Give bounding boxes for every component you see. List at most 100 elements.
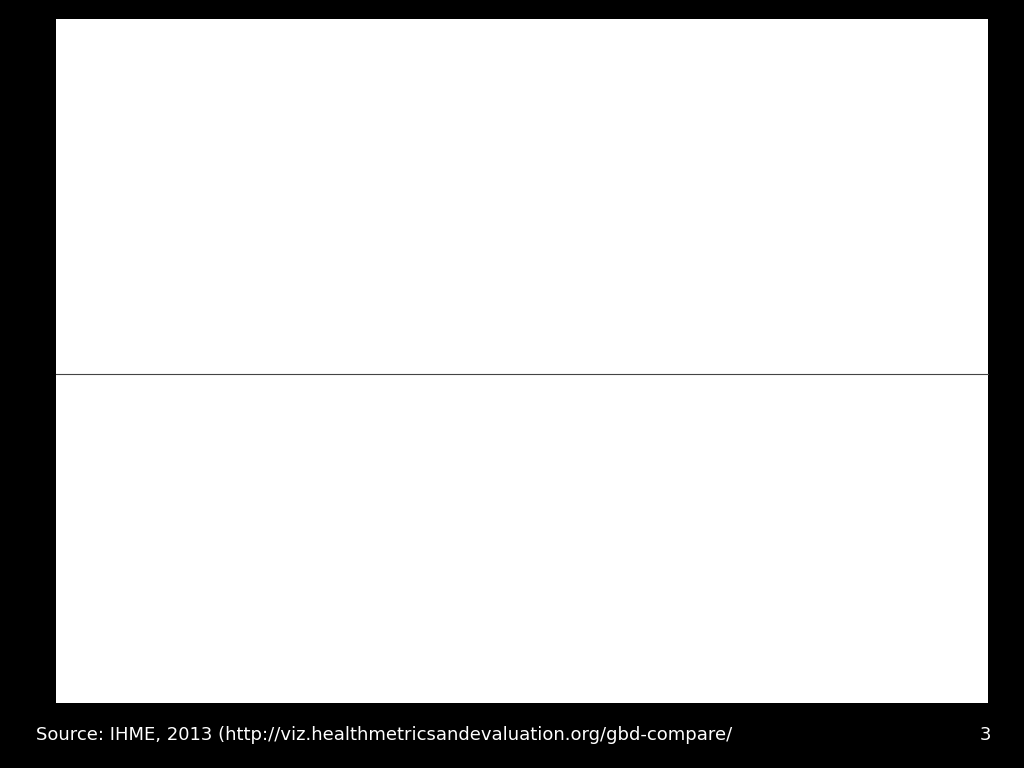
- FancyBboxPatch shape: [257, 511, 312, 524]
- Text: Schizo: Schizo: [432, 497, 468, 507]
- FancyBboxPatch shape: [257, 545, 415, 559]
- Text: Hearing: Hearing: [476, 584, 520, 594]
- Text: Disaster: Disaster: [840, 591, 918, 608]
- Text: Stroke: Stroke: [121, 527, 193, 546]
- Text: 0%: 0%: [963, 515, 978, 525]
- FancyBboxPatch shape: [685, 569, 769, 610]
- Text: Oth Musculo: Oth Musculo: [468, 528, 528, 538]
- FancyBboxPatch shape: [657, 653, 685, 678]
- FancyBboxPatch shape: [769, 569, 988, 630]
- FancyBboxPatch shape: [546, 576, 615, 601]
- FancyBboxPatch shape: [451, 519, 546, 545]
- Text: Oth Resp: Oth Resp: [645, 544, 684, 553]
- Text: TB: TB: [482, 679, 497, 689]
- FancyBboxPatch shape: [56, 562, 144, 582]
- FancyBboxPatch shape: [546, 400, 685, 486]
- Text: 2%: 2%: [963, 588, 978, 598]
- FancyBboxPatch shape: [243, 612, 312, 648]
- Text: Lung: Lung: [85, 566, 116, 579]
- Text: Preterm: Preterm: [384, 601, 474, 620]
- FancyBboxPatch shape: [615, 576, 685, 601]
- Text: Latin America and Caribbean, DALYs
Both sexes, All ages, 2010: Latin America and Caribbean, DALYs Both …: [409, 382, 636, 412]
- Text: MDD: MDD: [308, 445, 364, 465]
- FancyBboxPatch shape: [56, 511, 257, 562]
- Text: COPD: COPD: [708, 432, 746, 445]
- FancyBboxPatch shape: [485, 477, 546, 519]
- FancyBboxPatch shape: [312, 581, 546, 639]
- FancyBboxPatch shape: [451, 545, 546, 576]
- FancyBboxPatch shape: [546, 559, 643, 576]
- FancyBboxPatch shape: [257, 559, 415, 594]
- Text: Epilepsy: Epilepsy: [560, 583, 601, 593]
- Text: CKD: CKD: [594, 503, 637, 521]
- Title: Latin America and Caribbean
Communicable, maternal, neonatal, and nutritional di: Latin America and Caribbean Communicable…: [338, 0, 763, 18]
- FancyBboxPatch shape: [485, 400, 546, 477]
- Text: Drugs: Drugs: [431, 435, 469, 449]
- FancyBboxPatch shape: [312, 639, 434, 671]
- FancyBboxPatch shape: [769, 398, 988, 399]
- FancyBboxPatch shape: [621, 653, 657, 678]
- Text: Source: IHME, 2013 (http://viz.healthmetricsandevaluation.org/gbd-compare/: Source: IHME, 2013 (http://viz.healthmet…: [36, 727, 732, 744]
- Text: Road Inj: Road Inj: [838, 460, 920, 478]
- FancyBboxPatch shape: [434, 671, 546, 697]
- Text: N Sepsis: N Sepsis: [562, 622, 604, 632]
- FancyBboxPatch shape: [546, 671, 583, 697]
- Text: Liver: Liver: [70, 584, 94, 594]
- FancyBboxPatch shape: [546, 612, 621, 642]
- Text: Alcohol: Alcohol: [495, 434, 536, 444]
- Text: Migraine: Migraine: [573, 562, 615, 572]
- FancyBboxPatch shape: [415, 519, 451, 564]
- Text: CMP: CMP: [274, 512, 295, 522]
- Text: 3: 3: [980, 727, 991, 744]
- FancyBboxPatch shape: [56, 582, 108, 597]
- Text: Anxiety: Anxiety: [303, 527, 369, 541]
- FancyBboxPatch shape: [685, 653, 709, 678]
- FancyBboxPatch shape: [581, 642, 621, 671]
- Text: Breast: Breast: [89, 599, 121, 609]
- FancyBboxPatch shape: [261, 594, 345, 611]
- Text: IHD: IHD: [132, 443, 180, 468]
- X-axis label: Year: Year: [536, 366, 565, 380]
- Text: Congenital: Congenital: [294, 569, 378, 583]
- FancyBboxPatch shape: [56, 612, 243, 659]
- FancyBboxPatch shape: [890, 405, 988, 412]
- Text: Alzh: Alzh: [640, 583, 660, 593]
- FancyBboxPatch shape: [685, 475, 769, 569]
- FancyBboxPatch shape: [451, 576, 546, 603]
- Text: Diarrhea: Diarrhea: [256, 625, 299, 635]
- Text: Brain: Brain: [121, 584, 146, 594]
- Text: Low Back Pain: Low Back Pain: [301, 547, 371, 557]
- Text: Bipolar: Bipolar: [496, 493, 535, 503]
- FancyBboxPatch shape: [769, 396, 988, 398]
- FancyBboxPatch shape: [621, 572, 769, 637]
- Text: 1%: 1%: [963, 552, 978, 562]
- Y-axis label: DALYs per 100,000: DALYs per 100,000: [78, 122, 91, 240]
- FancyBboxPatch shape: [643, 538, 685, 559]
- Text: Neck Pain: Neck Pain: [428, 521, 437, 563]
- FancyBboxPatch shape: [108, 582, 159, 597]
- Text: N Enceph: N Enceph: [350, 650, 396, 660]
- Text: PUD: PUD: [655, 577, 673, 586]
- FancyBboxPatch shape: [415, 400, 485, 484]
- FancyBboxPatch shape: [665, 678, 709, 697]
- FancyBboxPatch shape: [546, 538, 643, 559]
- Text: Oth Endo: Oth Endo: [571, 543, 617, 553]
- Text: Cirrhosis: Cirrhosis: [723, 571, 732, 607]
- Text: -3%: -3%: [963, 406, 982, 416]
- FancyBboxPatch shape: [685, 400, 769, 475]
- FancyBboxPatch shape: [769, 400, 988, 538]
- FancyBboxPatch shape: [257, 400, 415, 511]
- FancyBboxPatch shape: [257, 524, 415, 545]
- Text: -1%: -1%: [963, 479, 982, 489]
- Text: Eczema: Eczema: [285, 598, 323, 607]
- Text: Violence: Violence: [839, 545, 919, 562]
- Text: Asthma: Asthma: [722, 504, 732, 541]
- FancyBboxPatch shape: [71, 659, 150, 684]
- FancyBboxPatch shape: [769, 399, 890, 412]
- FancyBboxPatch shape: [583, 671, 621, 697]
- FancyBboxPatch shape: [621, 678, 665, 697]
- Text: Osteo: Osteo: [475, 554, 521, 568]
- FancyBboxPatch shape: [546, 642, 581, 671]
- FancyBboxPatch shape: [56, 400, 257, 511]
- Text: Annual % change
2005 to 2010
DALYs per 100,000: Annual % change 2005 to 2010 DALYs per 1…: [829, 376, 928, 410]
